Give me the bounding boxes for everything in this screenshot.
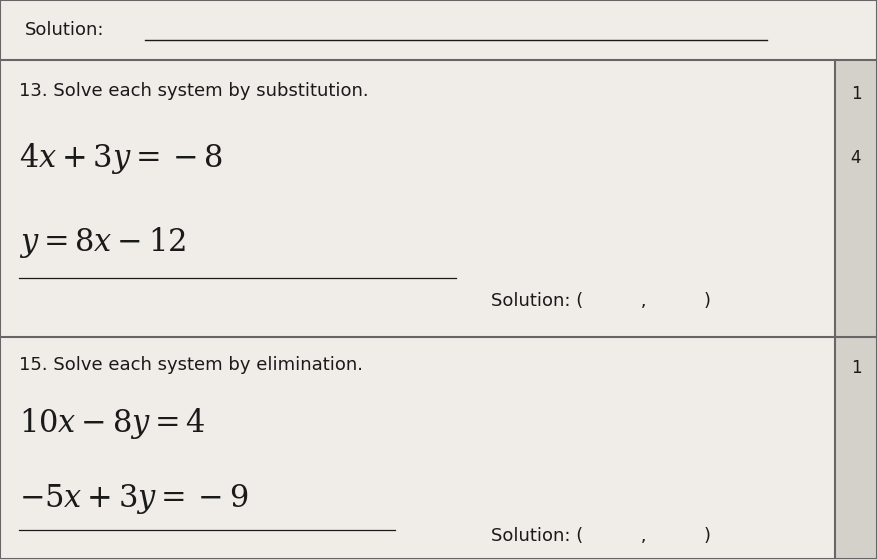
Text: 4: 4 <box>851 149 861 167</box>
Text: $4x + 3y = -8$: $4x + 3y = -8$ <box>19 141 224 176</box>
Bar <box>0 0 877 60</box>
Bar <box>835 60 877 337</box>
Bar <box>0 337 835 559</box>
Text: $y = 8x - 12$: $y = 8x - 12$ <box>19 225 187 259</box>
Text: 15. Solve each system by elimination.: 15. Solve each system by elimination. <box>19 356 363 374</box>
Bar <box>835 337 877 559</box>
Bar <box>0 60 835 337</box>
Text: $10x - 8y = 4$: $10x - 8y = 4$ <box>19 406 206 441</box>
Text: Solution: (          ,          ): Solution: ( , ) <box>491 292 711 310</box>
Text: Solution: (          ,          ): Solution: ( , ) <box>491 527 711 544</box>
Text: 1: 1 <box>851 359 861 377</box>
Text: Solution:: Solution: <box>25 21 104 39</box>
Text: 1: 1 <box>851 85 861 103</box>
Text: $-5x + 3y = -9$: $-5x + 3y = -9$ <box>19 482 249 516</box>
Text: 13. Solve each system by substitution.: 13. Solve each system by substitution. <box>19 82 369 100</box>
